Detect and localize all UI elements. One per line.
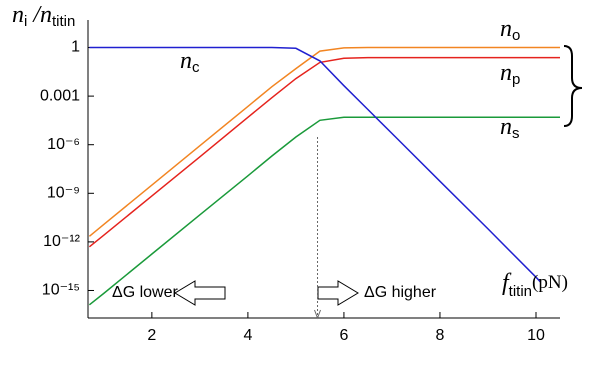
legend-label: ns — [500, 114, 520, 142]
y-tick-label: 10⁻¹⁵ — [42, 282, 80, 299]
legend-subscript: s — [512, 125, 520, 142]
y-tick-label: 0.001 — [40, 87, 80, 104]
left-arrow — [174, 280, 226, 306]
legend-symbol: n — [180, 48, 192, 74]
series-line — [89, 46, 542, 283]
series-line — [88, 56, 560, 248]
x-label-symbol: f — [502, 270, 512, 296]
series-line — [88, 46, 560, 237]
y-tick-label: 1 — [71, 39, 80, 56]
x-tick-label: 10 — [527, 327, 545, 344]
x-tick-label: 2 — [147, 327, 156, 344]
x-tick-label: 6 — [339, 327, 348, 344]
annotation: ΔG higher — [364, 284, 437, 301]
right-arrow — [317, 280, 359, 306]
legend-symbol: n — [500, 16, 512, 42]
legend-symbol: n — [500, 114, 512, 140]
legend-symbol: n — [500, 60, 512, 86]
annotation: ΔG lower — [112, 284, 178, 301]
x-label-unit: (pN) — [532, 272, 568, 293]
x-axis-label: ftitin(pN) — [502, 270, 568, 300]
legend-label: no — [500, 16, 520, 44]
y-tick-label: 10⁻⁶ — [47, 136, 80, 153]
y-label-subscript: i — [24, 13, 27, 30]
legend-subscript: p — [512, 71, 520, 88]
legend-subscript: c — [192, 59, 200, 76]
y-tick-label: 10⁻¹² — [43, 233, 81, 250]
y-label-subscript2: titin — [52, 13, 75, 30]
y-axis-label: ni/ntitin — [12, 2, 75, 30]
x-tick-label: 8 — [436, 327, 445, 344]
threshold-arrowhead — [314, 309, 321, 320]
brace — [563, 45, 583, 127]
y-label-symbol: n — [12, 2, 24, 28]
x-label-subscript: titin — [509, 283, 532, 300]
legend-label: nc — [180, 48, 200, 76]
y-label-separator: / — [31, 2, 42, 28]
legend-label: np — [500, 60, 520, 88]
series-line — [88, 116, 560, 306]
y-tick-label: 10⁻⁹ — [47, 185, 80, 202]
x-tick-label: 4 — [243, 327, 252, 344]
legend-subscript: o — [512, 27, 520, 44]
y-label-symbol2: n — [40, 2, 52, 28]
